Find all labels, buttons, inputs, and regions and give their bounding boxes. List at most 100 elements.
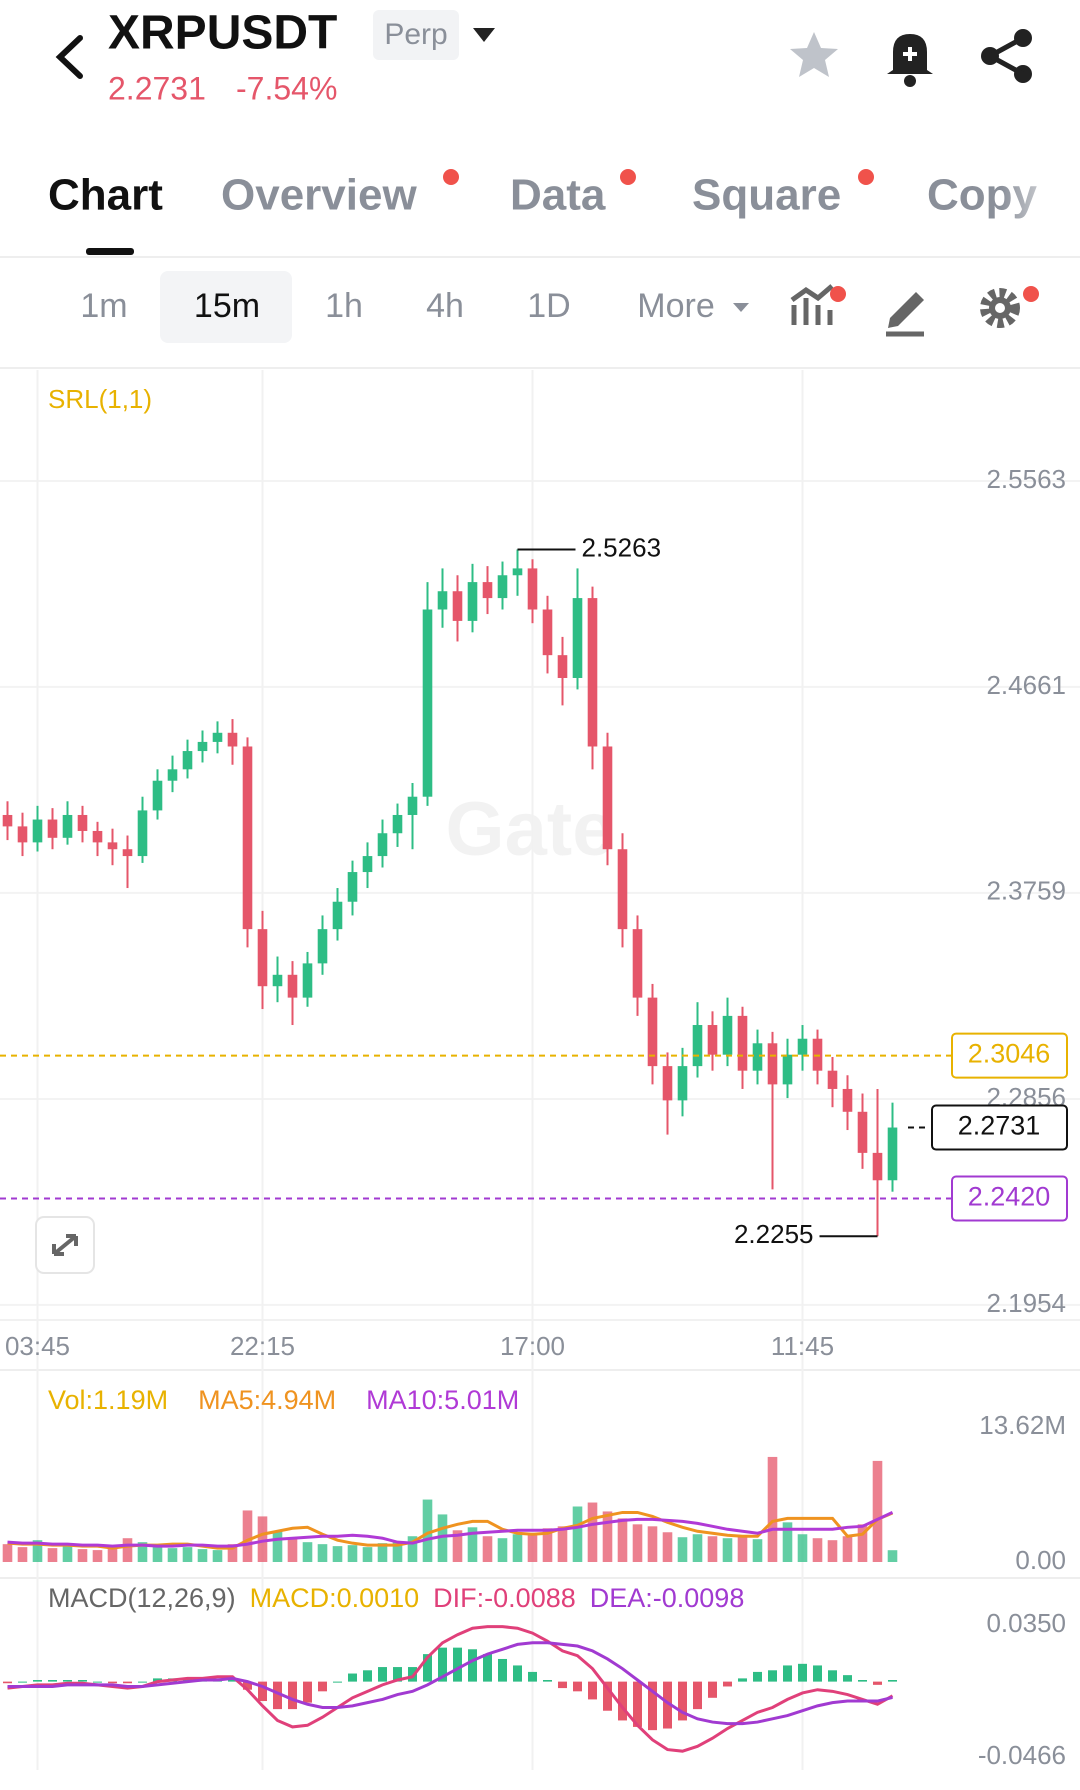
candle-body	[857, 1111, 868, 1153]
volume-bar	[422, 1499, 433, 1562]
macd-bar	[18, 1681, 27, 1683]
macd-line	[7, 1625, 894, 1753]
back-button[interactable]	[55, 35, 83, 79]
macd-bar	[333, 1681, 342, 1683]
candle-body	[842, 1088, 853, 1112]
candle-body	[887, 1127, 898, 1181]
interval[interactable]: 1D	[527, 287, 570, 325]
tab-indicator	[86, 248, 134, 255]
macd-bar	[843, 1675, 852, 1682]
volume-bar	[362, 1547, 373, 1562]
badge-dot	[858, 169, 874, 185]
interval[interactable]: 4h	[426, 287, 464, 325]
volume-bar	[722, 1538, 733, 1562]
volume-bar	[77, 1549, 88, 1562]
badge-dot	[1023, 286, 1039, 302]
macd-bar	[138, 1681, 147, 1683]
symbol-dropdown[interactable]	[473, 28, 495, 42]
macd-bar	[123, 1681, 132, 1684]
macd-bar	[573, 1681, 582, 1692]
legend-entry: MA5:4.94M	[198, 1385, 336, 1415]
candle-body	[512, 568, 523, 576]
macd-bar	[873, 1681, 882, 1685]
volume-bar	[497, 1538, 508, 1562]
candle-body	[497, 575, 508, 599]
volume-bar	[827, 1540, 838, 1562]
y-tick-label: 0.0350	[986, 1608, 1066, 1638]
candle-body	[62, 814, 73, 838]
indicator-button[interactable]	[790, 284, 834, 325]
interval[interactable]: 15m	[194, 287, 260, 325]
x-tick-label: 17:00	[500, 1331, 565, 1361]
last-price: 2.2731	[108, 70, 206, 106]
volume-bar	[407, 1536, 418, 1562]
candle-body	[32, 819, 43, 843]
volume-bar	[17, 1547, 28, 1562]
candle-body	[377, 833, 388, 857]
candle-body	[347, 872, 358, 902]
tab[interactable]: Chart	[48, 171, 163, 220]
tab[interactable]: Square	[692, 171, 841, 220]
volume-bar	[602, 1511, 613, 1562]
macd-bar	[783, 1665, 792, 1682]
macd-bar	[273, 1681, 282, 1710]
volume-bar	[767, 1456, 778, 1562]
favorite-button[interactable]	[790, 32, 838, 77]
volume-bar	[32, 1540, 43, 1562]
tab[interactable]: Overview	[221, 171, 417, 220]
badge-dot	[620, 169, 636, 185]
y-tick-label: -0.0466	[978, 1740, 1066, 1770]
price-tag-label: 2.3046	[968, 1039, 1051, 1069]
volume-bar	[647, 1526, 658, 1562]
expand-button[interactable]	[35, 1216, 95, 1274]
macd-bar	[858, 1680, 867, 1682]
more-arrow	[733, 303, 749, 312]
volume-bar	[302, 1542, 313, 1562]
macd-bar	[183, 1678, 192, 1682]
badge-dot	[443, 169, 459, 185]
volume-bar	[677, 1537, 688, 1562]
alert-button[interactable]	[887, 34, 933, 87]
volume-bar	[242, 1510, 253, 1562]
candle-body	[782, 1054, 793, 1085]
macd-bar	[813, 1665, 822, 1682]
candle-body	[602, 746, 613, 850]
volume-bar	[527, 1533, 538, 1562]
candle-body	[242, 746, 253, 930]
low-label: 2.2255	[734, 1219, 814, 1249]
share-button[interactable]	[981, 29, 1032, 83]
price-change: -7.54%	[236, 70, 337, 106]
volume-bar	[347, 1545, 358, 1562]
candle-body	[872, 1152, 883, 1181]
macd-bar	[648, 1681, 657, 1731]
settings-button[interactable]	[980, 288, 1020, 328]
candle-body	[452, 591, 463, 621]
macd-bar	[753, 1671, 762, 1682]
interval[interactable]: More	[637, 287, 714, 325]
badge-dot	[830, 286, 846, 302]
tab[interactable]: Data	[510, 171, 606, 220]
volume-bar	[782, 1522, 793, 1562]
volume-bar	[872, 1460, 883, 1562]
volume-bar	[197, 1549, 208, 1562]
candle-body	[2, 814, 13, 827]
candle-body	[227, 732, 238, 747]
volume-bar	[467, 1527, 478, 1562]
volume-bar	[557, 1526, 568, 1562]
volume-bar	[587, 1502, 598, 1562]
macd-bar	[633, 1681, 642, 1727]
tab-fade	[1000, 160, 1080, 240]
y-tick-label: 2.5563	[986, 464, 1066, 494]
badge: Perp	[384, 18, 447, 51]
draw-button[interactable]	[886, 292, 924, 337]
candle-body	[317, 929, 328, 964]
high-label: 2.5263	[582, 532, 662, 562]
macd-bar	[363, 1670, 372, 1682]
macd-bar	[348, 1673, 357, 1682]
interval[interactable]: 1h	[325, 287, 363, 325]
interval[interactable]: 1m	[80, 287, 127, 325]
volume-bar	[542, 1528, 553, 1562]
interval-selected	[160, 271, 292, 343]
